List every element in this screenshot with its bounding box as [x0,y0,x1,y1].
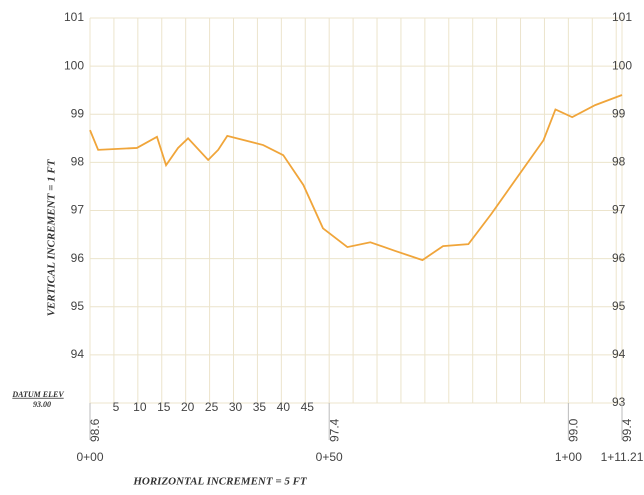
y-tick-label: 96 [71,251,85,265]
x-axis-label: HORIZONTAL INCREMENT = 5 FT [132,476,308,488]
y-tick-label: 99 [71,106,85,120]
y2-tick-label: 93 [612,395,626,409]
x-tick-label: 1+11.21 [601,450,644,464]
y2-tick-label: 96 [612,251,626,265]
elevation-label: 99.4 [620,418,634,442]
y-axis-label: VERTICAL INCREMENT = 1 FT [46,158,58,316]
x-tick-label: 0+50 [316,450,343,464]
increment-label: 45 [301,400,315,414]
y-tick-label: 100 [64,58,84,72]
profile-line [89,94,623,262]
increment-label: 40 [277,400,291,414]
increment-label: 30 [229,400,243,414]
y-tick-label: 95 [71,299,85,313]
y-tick-label: 94 [71,347,85,361]
increment-label: 25 [205,400,219,414]
y-tick-label: 101 [64,10,84,24]
increment-label: 35 [253,400,267,414]
y2-tick-label: 97 [612,203,626,217]
y-tick-label: 98 [71,155,85,169]
datum-label: DATUM ELEV [11,390,64,399]
y2-tick-label: 99 [612,106,626,120]
increment-label: 5 [113,400,120,414]
y-tick-label: 97 [71,203,85,217]
increment-label: 20 [181,400,195,414]
y2-tick-label: 94 [612,347,626,361]
increment-label: 15 [157,400,171,414]
y2-tick-label: 98 [612,155,626,169]
elevation-label: 97.4 [327,418,341,442]
y2-tick-label: 95 [612,299,626,313]
increment-label: 10 [133,400,147,414]
elevation-label: 99.0 [567,418,581,442]
elevation-label: 98.6 [88,418,102,442]
x-tick-label: 0+00 [76,450,103,464]
x-tick-label: 1+00 [555,450,582,464]
y2-tick-label: 100 [612,58,632,72]
y2-tick-label: 101 [612,10,632,24]
datum-value: 93.00 [33,400,51,409]
